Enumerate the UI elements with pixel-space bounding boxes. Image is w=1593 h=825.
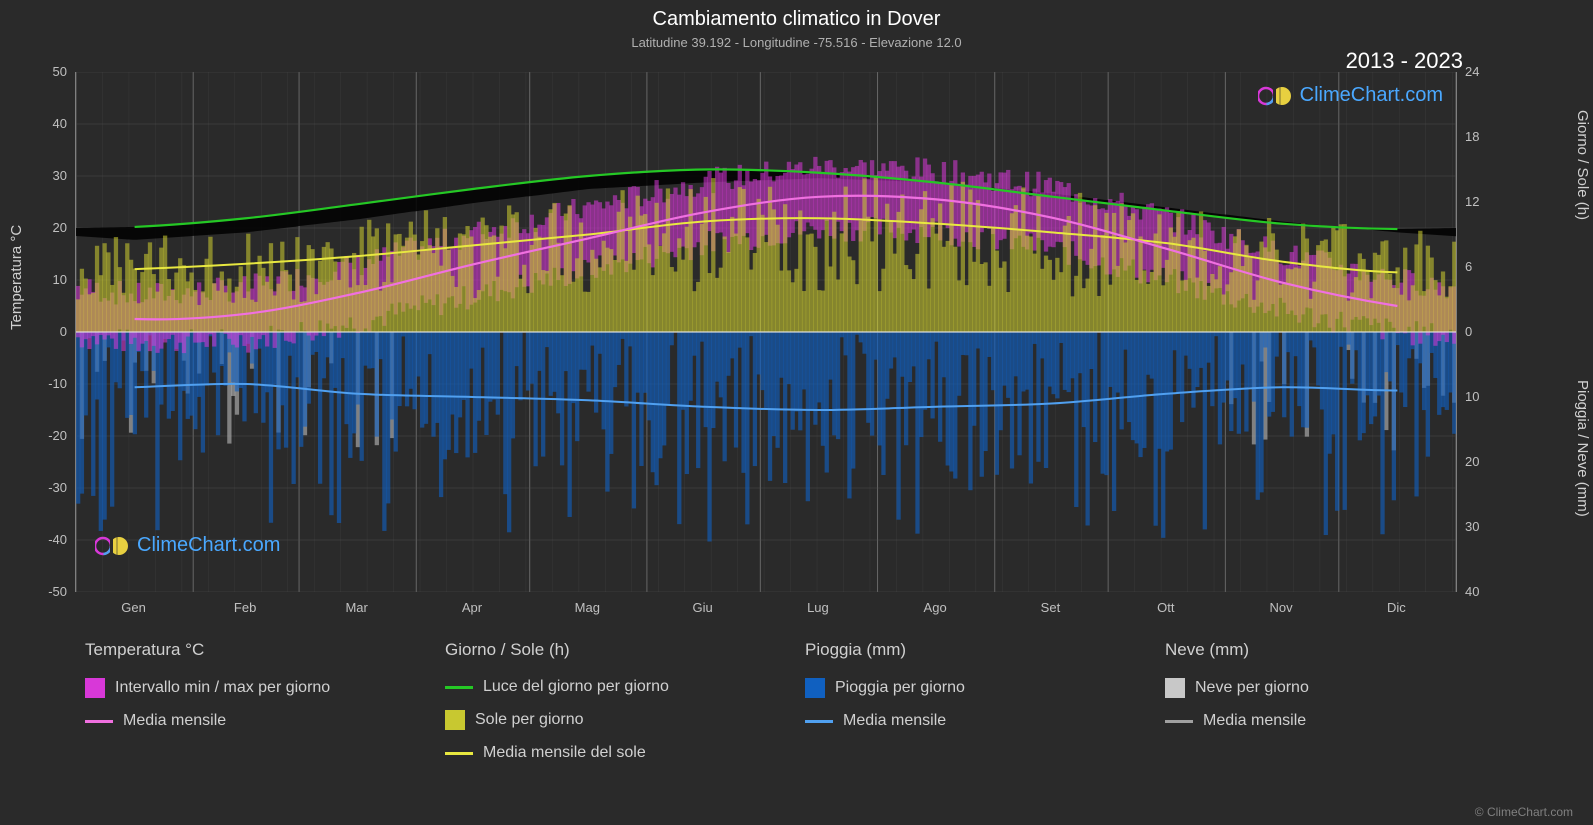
axis-tick: 20 [53,220,67,235]
legend-item: Media mensile [805,712,1145,730]
axis-tick: Ago [924,600,947,615]
axis-tick: Ott [1157,600,1174,615]
axis-tick: -40 [48,532,67,547]
legend-header: Neve (mm) [1165,640,1505,660]
legend-swatch-line [445,686,473,689]
legend-label: Intervallo min / max per giorno [115,679,330,697]
legend-item: Sole per giorno [445,710,785,730]
axis-tick: 18 [1465,129,1479,144]
legend-swatch-box [805,678,825,698]
watermark-text: ClimeChart.com [137,534,280,557]
axis-tick: 24 [1465,64,1479,79]
axis-tick: 40 [1465,584,1479,599]
legend-column: Giorno / Sole (h) Luce del giorno per gio… [445,640,785,762]
axis-tick: Apr [462,600,482,615]
axis-tick: 0 [60,324,67,339]
climate-chart [75,72,1457,592]
chart-title: Cambiamento climatico in Dover [0,0,1593,31]
axis-tick: Set [1041,600,1061,615]
legend-item: Intervallo min / max per giorno [85,678,425,698]
axis-tick: -30 [48,480,67,495]
watermark-bottom: ClimeChart.com [95,534,280,557]
axis-tick: Giu [692,600,712,615]
axis-tick: 12 [1465,194,1479,209]
axis-tick: 6 [1465,259,1472,274]
legend-swatch-line [85,720,113,723]
legend-swatch-line [1165,720,1193,723]
axis-tick: 10 [53,272,67,287]
axis-tick: Feb [234,600,256,615]
legend-label: Neve per giorno [1195,679,1309,697]
legend-label: Media mensile [843,712,946,730]
legend-column: Neve (mm) Neve per giorno Media mensile [1165,640,1505,762]
legend-item: Pioggia per giorno [805,678,1145,698]
legend-header: Pioggia (mm) [805,640,1145,660]
chart-legend: Temperatura °C Intervallo min / max per g… [85,640,1505,762]
climechart-logo-icon [95,536,131,556]
legend-item: Luce del giorno per giorno [445,678,785,696]
legend-label: Media mensile [1203,712,1306,730]
watermark-top: ClimeChart.com [1258,84,1443,107]
year-range: 2013 - 2023 [1346,48,1463,74]
legend-column: Pioggia (mm) Pioggia per giorno Media mens… [805,640,1145,762]
legend-swatch-box [1165,678,1185,698]
axis-tick: -20 [48,428,67,443]
axis-tick: -50 [48,584,67,599]
legend-item: Media mensile [85,712,425,730]
legend-swatch-line [445,752,473,755]
legend-column: Temperatura °C Intervallo min / max per g… [85,640,425,762]
legend-swatch-box [445,710,465,730]
y-axis-right-top-label: Giorno / Sole (h) [1574,110,1591,220]
axis-tick: Mag [575,600,600,615]
legend-item: Media mensile [1165,712,1505,730]
watermark-text: ClimeChart.com [1300,84,1443,107]
legend-swatch-line [805,720,833,723]
axis-tick: 40 [53,116,67,131]
axis-tick: -10 [48,376,67,391]
copyright-text: © ClimeChart.com [1475,805,1573,819]
axis-tick: Lug [807,600,829,615]
legend-label: Media mensile [123,712,226,730]
legend-label: Media mensile del sole [483,744,646,762]
y-axis-right-bottom-label: Pioggia / Neve (mm) [1574,380,1591,517]
axis-tick: 50 [53,64,67,79]
legend-label: Sole per giorno [475,711,584,729]
axis-tick: 10 [1465,389,1479,404]
legend-item: Neve per giorno [1165,678,1505,698]
legend-header: Temperatura °C [85,640,425,660]
axis-tick: 20 [1465,454,1479,469]
legend-swatch-box [85,678,105,698]
axis-tick: Dic [1387,600,1406,615]
axis-tick: 30 [1465,519,1479,534]
legend-label: Luce del giorno per giorno [483,678,669,696]
axis-tick: Nov [1270,600,1293,615]
axis-tick: Mar [345,600,367,615]
y-axis-left-label: Temperatura °C [8,225,25,330]
legend-item: Media mensile del sole [445,744,785,762]
climechart-logo-icon [1258,86,1294,106]
legend-label: Pioggia per giorno [835,679,965,697]
axis-tick: 0 [1465,324,1472,339]
axis-tick: Gen [121,600,146,615]
legend-header: Giorno / Sole (h) [445,640,785,660]
axis-tick: 30 [53,168,67,183]
